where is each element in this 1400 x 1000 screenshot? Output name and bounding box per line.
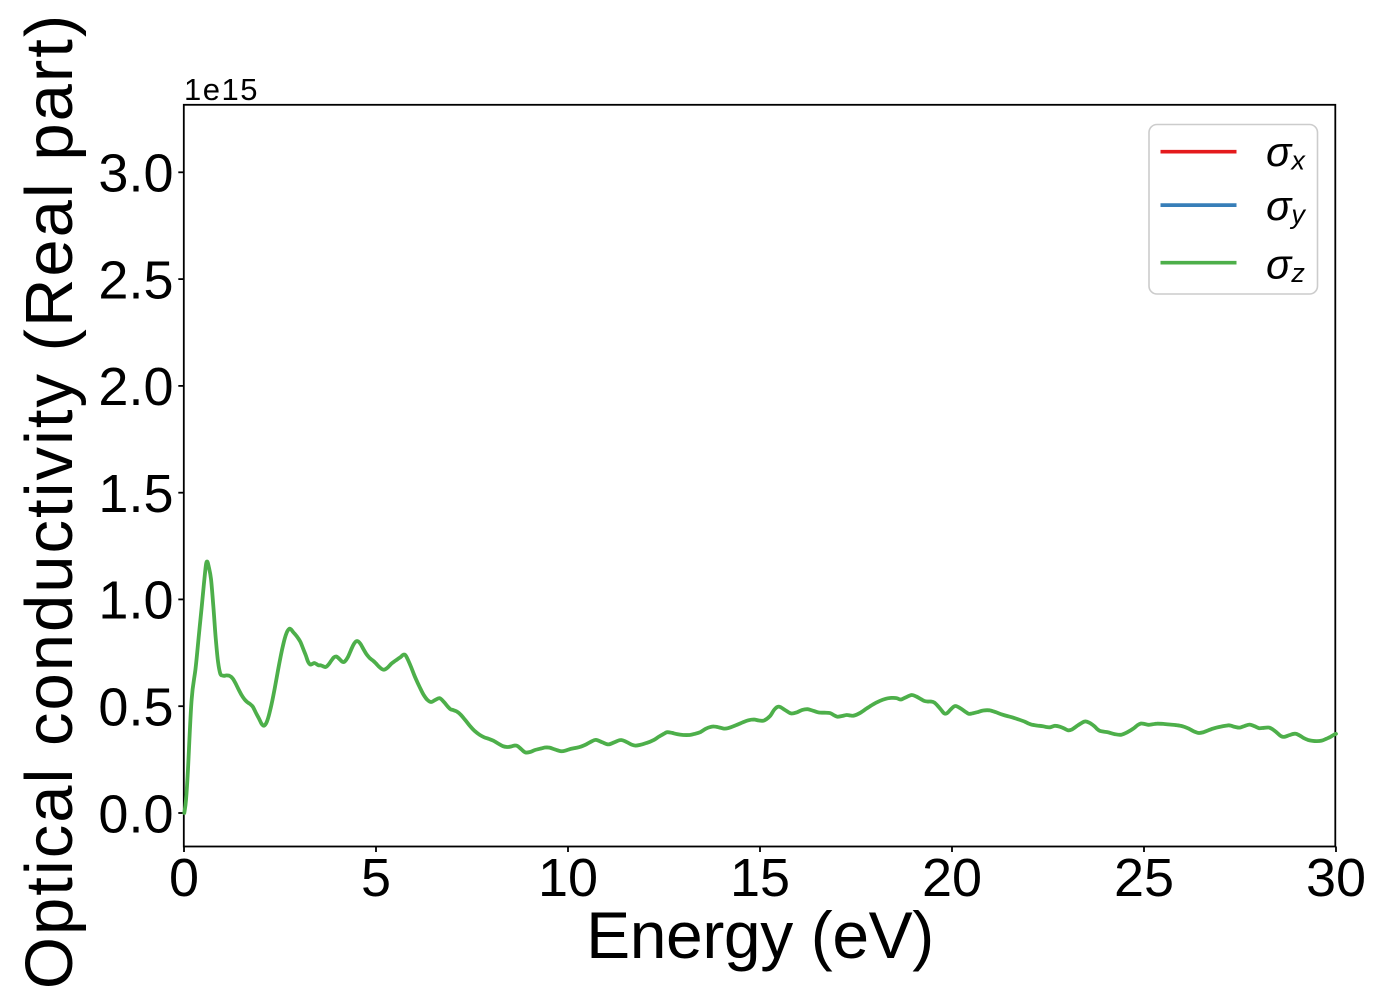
- svg-text:Energy (eV): Energy (eV): [586, 898, 934, 972]
- svg-text:20: 20: [922, 848, 982, 908]
- svg-text:2.5: 2.5: [98, 250, 173, 310]
- svg-text:5: 5: [361, 848, 391, 908]
- svg-text:Optical conductivity (Real par: Optical conductivity (Real part): [12, 13, 87, 989]
- svg-text:10: 10: [538, 848, 598, 908]
- svg-text:1.5: 1.5: [98, 464, 173, 524]
- svg-text:2.0: 2.0: [98, 357, 173, 417]
- svg-text:30: 30: [1306, 848, 1366, 908]
- svg-text:15: 15: [730, 848, 790, 908]
- svg-text:0: 0: [169, 848, 199, 908]
- svg-text:25: 25: [1114, 848, 1174, 908]
- svg-text:1e15: 1e15: [184, 72, 259, 107]
- svg-text:1.0: 1.0: [98, 571, 173, 631]
- svg-text:3.0: 3.0: [98, 144, 173, 204]
- svg-text:0.0: 0.0: [98, 784, 173, 844]
- svg-text:0.5: 0.5: [98, 678, 173, 738]
